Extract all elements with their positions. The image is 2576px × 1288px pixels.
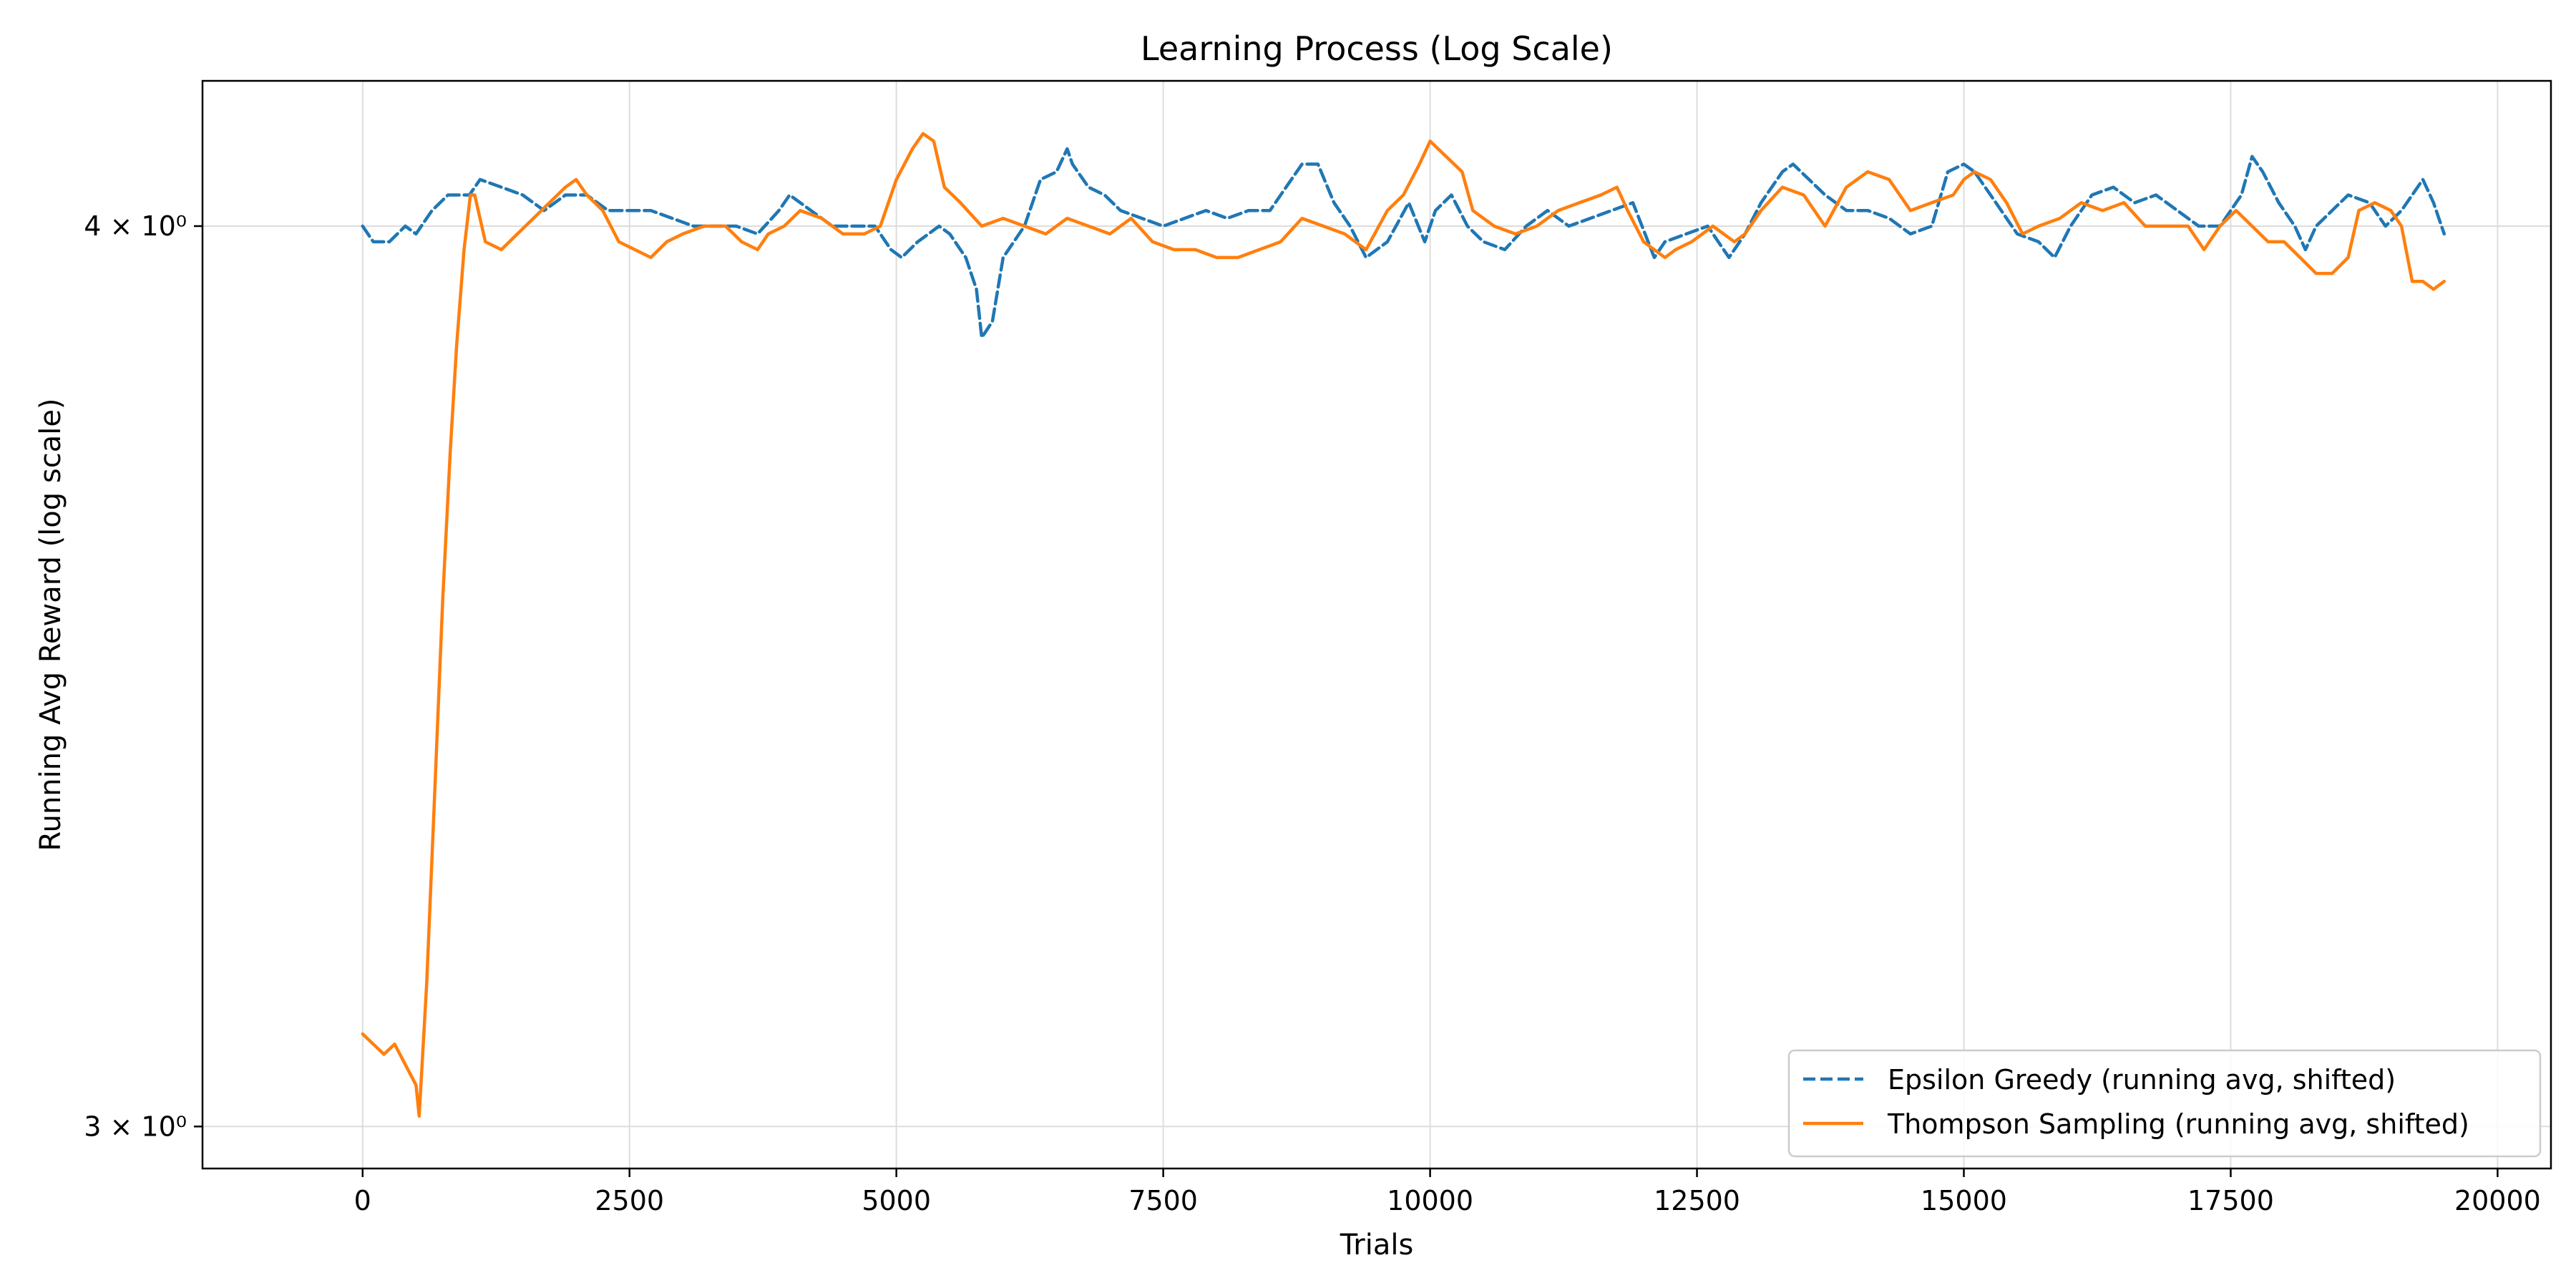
x-tick-label: 17500 — [2187, 1185, 2274, 1216]
series-line-thompson-sampling — [361, 132, 2446, 1118]
legend-label-epsilon-greedy: Epsilon Greedy (running avg, shifted) — [1888, 1064, 2396, 1096]
x-tick-label: 2500 — [595, 1185, 664, 1216]
legend-label-thompson-sampling: Thompson Sampling (running avg, shifted) — [1887, 1108, 2469, 1140]
series-line-epsilon-greedy — [361, 147, 2446, 340]
axis-ticks: 0 2500 5000 7500 10000 12500 15000 17500 20000 3 … — [84, 210, 2541, 1216]
x-tick-label: 7500 — [1128, 1185, 1198, 1216]
series-lines — [361, 132, 2446, 1118]
x-tick-label: 5000 — [862, 1185, 931, 1216]
chart-title: Learning Process (Log Scale) — [1141, 29, 1613, 68]
y-tick-label: 4 × 10⁰ — [84, 210, 187, 242]
legend-box — [1787, 1049, 2542, 1158]
x-axis-label: Trials — [1340, 1229, 1414, 1262]
y-tick-label: 3 × 10⁰ — [84, 1111, 187, 1142]
x-tick-label: 20000 — [2454, 1185, 2541, 1216]
legend: Epsilon Greedy (running avg, shifted) Th… — [1787, 1049, 2542, 1158]
x-tick-label: 12500 — [1654, 1185, 1740, 1216]
plot-area-frame — [201, 79, 2552, 1170]
x-tick-label: 15000 — [1921, 1185, 2007, 1216]
y-axis-label: Running Avg Reward (log scale) — [34, 398, 67, 851]
x-tick-label: 10000 — [1387, 1185, 1473, 1216]
x-tick-label: 0 — [354, 1185, 371, 1216]
